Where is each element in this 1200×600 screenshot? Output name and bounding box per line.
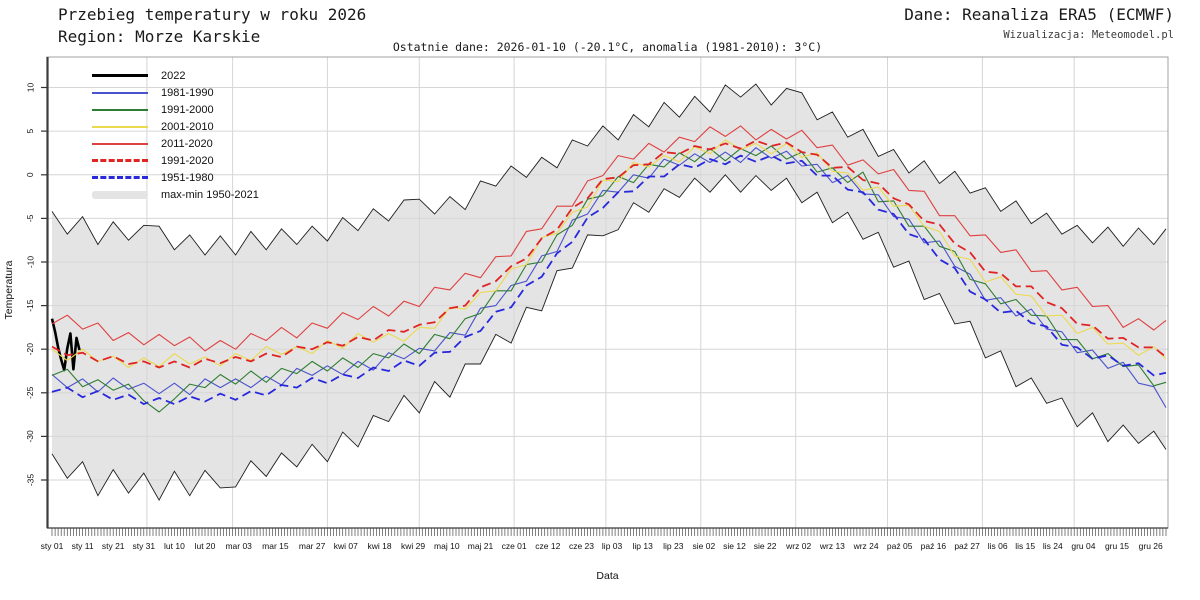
x-tick-label: lip 03 [602,541,623,551]
y-tick-label: -25 [25,386,35,399]
data-source-label: Dane: Reanaliza ERA5 (ECMWF) [904,5,1174,24]
legend-label: 2001-2010 [161,120,214,133]
x-tick-label: sty 01 [41,541,64,551]
legend-swatch-max-min 1950-2021 [92,190,148,199]
legend-item: 1951-1980 [92,169,259,186]
series-line-1991-2000 [51,145,1167,413]
legend-label: max-min 1950-2021 [161,188,259,201]
x-tick-label: paź 27 [954,541,980,551]
legend-swatch-2001-2010 [92,125,148,128]
series-line-1991-2020 [51,139,1167,369]
legend-label: 2022 [161,69,186,82]
x-tick-label: mar 03 [225,541,252,551]
x-tick-label: sty 21 [102,541,125,551]
legend-swatch-2022 [92,74,148,77]
legend-swatch-1981-1990 [92,91,148,94]
legend-label: 1951-1980 [161,171,214,184]
last-data-annotation: Ostatnie dane: 2026-01-10 (-20.1°C, anom… [392,40,823,54]
x-tick-label: lip 13 [633,541,654,551]
x-tick-label: lut 10 [164,541,185,551]
x-tick-label: paź 16 [921,541,947,551]
series-line-2001-2010 [51,139,1167,369]
x-tick-label: sty 11 [72,541,94,551]
y-tick-label: -15 [25,299,35,312]
legend-item: 2011-2020 [92,135,259,152]
x-tick-label: mar 15 [262,541,289,551]
legend-item: max-min 1950-2021 [92,186,259,203]
series-line-1981-1990 [51,147,1167,408]
legend-item: 2001-2010 [92,118,259,135]
y-axis-title: Temperatura [3,260,15,320]
x-tick-label: cze 12 [535,541,560,551]
x-tick-label: cze 23 [569,541,594,551]
x-tick-label: wrz 02 [785,541,811,551]
x-tick-label: lip 23 [663,541,684,551]
x-tick-label: maj 10 [434,541,460,551]
y-tick-label: 5 [25,128,35,133]
x-tick-label: lis 15 [1015,541,1035,551]
x-axis-title: Data [596,570,619,582]
legend-label: 2011-2020 [161,137,213,150]
x-tick-label: lut 20 [195,541,216,551]
legend-swatch-2011-2020 [92,142,148,145]
x-tick-label: mar 27 [299,541,326,551]
legend-swatch-1991-2020 [92,159,148,162]
band-min-line [51,174,1167,502]
x-tick-label: paź 05 [887,541,913,551]
band-max-line [51,83,1167,256]
x-tick-label: gru 04 [1071,541,1095,551]
legend-item: 1981-1990 [92,84,259,101]
legend-swatch-1951-1980 [92,176,148,179]
legend-label: 1991-2020 [161,154,214,167]
x-tick-label: lis 06 [988,541,1008,551]
x-tick-label: wrz 13 [819,541,845,551]
legend-label: 1981-1990 [161,86,214,99]
x-tick-label: sie 12 [723,541,746,551]
x-tick-label: kwi 07 [334,541,358,551]
x-tick-label: lis 24 [1043,541,1063,551]
legend-label: 1991-2000 [161,103,214,116]
x-tick-label: sie 22 [754,541,777,551]
x-tick-label: sie 02 [693,541,716,551]
y-tick-label: -5 [25,214,35,222]
page-title: Przebieg temperatury w roku 2026 [58,5,367,24]
legend-item: 1991-2020 [92,152,259,169]
visualization-credit: Wizualizacja: Meteomodel.pl [1003,29,1174,41]
x-tick-label: gru 26 [1139,541,1163,551]
x-tick-label: sty 31 [132,541,155,551]
legend-swatch-1991-2000 [92,108,148,111]
x-tick-label: maj 21 [468,541,494,551]
x-tick-label: gru 15 [1105,541,1129,551]
daily-tick-comb [51,528,1167,536]
series-line-1951-1980 [51,154,1167,406]
y-tick-label: -35 [25,474,35,487]
series-line-2011-2020 [51,125,1167,352]
y-tick-label: -10 [25,256,35,269]
x-tick-label: kwi 29 [401,541,425,551]
x-tick-label: cze 01 [502,541,527,551]
y-tick-label: 10 [25,83,35,93]
legend-item: 2022 [92,67,259,84]
y-tick-label: -30 [25,430,35,443]
region-subtitle: Region: Morze Karskie [58,27,261,46]
y-tick-label: -20 [25,343,35,356]
legend: 2022 1981-1990 1991-2000 2001-2010 2011-2020… [92,67,259,203]
x-tick-label: kwi 18 [367,541,391,551]
legend-item: 1991-2000 [92,101,259,118]
x-tick-label: wrz 24 [853,541,879,551]
y-tick-label: 0 [25,172,35,177]
